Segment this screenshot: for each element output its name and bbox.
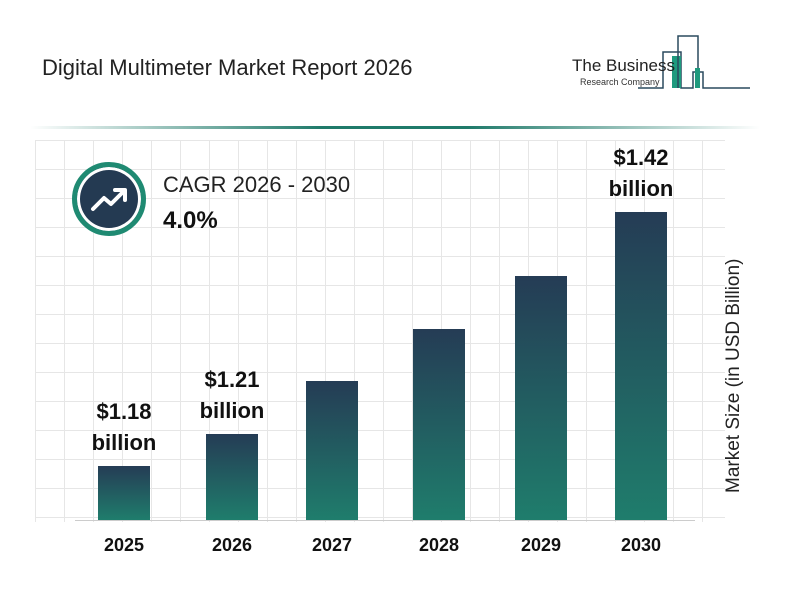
x-axis-line xyxy=(75,520,695,521)
y-axis-label: Market Size (in USD Billion) xyxy=(723,258,744,493)
cagr-value: 4.0% xyxy=(163,207,218,234)
x-tick-label: 2026 xyxy=(211,535,253,555)
bar-2030 xyxy=(615,212,667,520)
logo-subtext: Research Company xyxy=(580,77,660,87)
bar-2026 xyxy=(206,434,258,520)
x-tick-label: 2028 xyxy=(418,535,460,555)
x-tick-label: 2027 xyxy=(311,535,353,555)
bar-2025 xyxy=(98,466,150,520)
page-title: Digital Multimeter Market Report 2026 xyxy=(42,55,413,80)
divider xyxy=(30,126,760,129)
bar-2027 xyxy=(306,381,358,520)
x-tick-label: 2025 xyxy=(103,535,145,555)
cagr-label: CAGR 2026 - 2030 xyxy=(163,172,351,197)
trending-up-icon xyxy=(72,162,146,236)
logo-text: The Business xyxy=(572,56,675,75)
data-label: $1.42 billion xyxy=(608,145,674,202)
chart-grid xyxy=(35,140,725,522)
bar-2029 xyxy=(515,275,567,520)
x-tick-label: 2029 xyxy=(520,535,562,555)
logo-buildings-icon xyxy=(638,35,750,89)
data-label: $1.21 billion xyxy=(199,367,265,424)
data-label: $1.18 billion xyxy=(91,399,157,456)
bar-2028 xyxy=(413,328,465,520)
x-tick-label: 2030 xyxy=(620,535,662,555)
